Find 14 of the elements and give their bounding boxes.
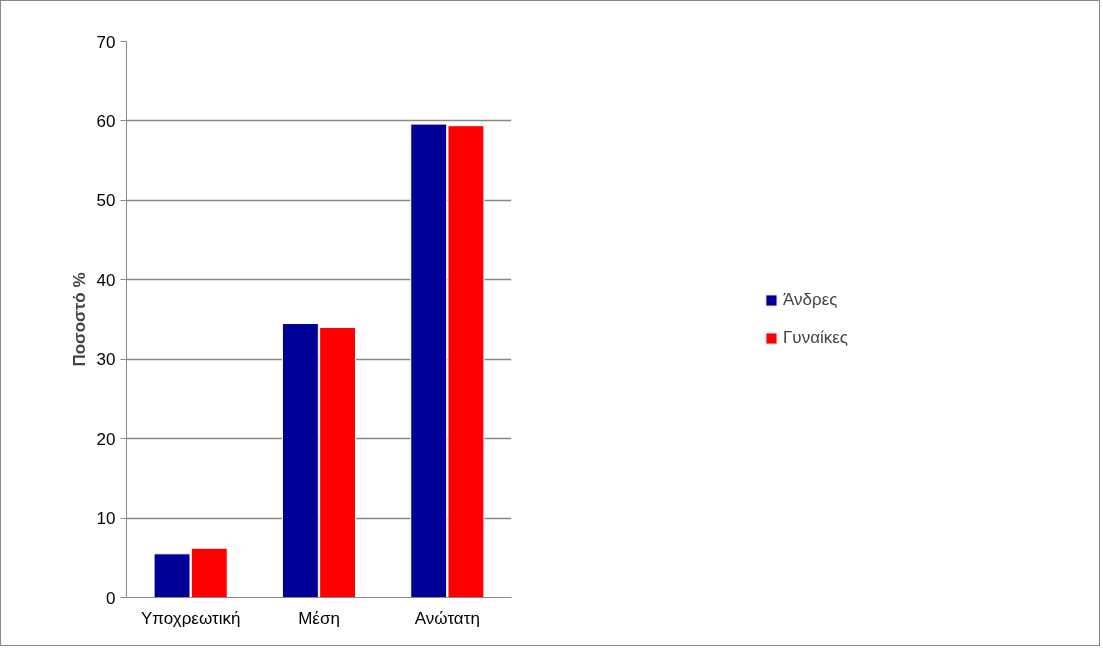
y-tick-label: 10 <box>96 509 116 529</box>
legend-label: Γυναίκες <box>782 328 849 348</box>
y-tick-label: 20 <box>96 429 116 449</box>
y-tick-label: 50 <box>96 191 116 211</box>
y-axis-title: Ποσοστό % <box>69 272 89 367</box>
x-tick-label: Μέση <box>298 608 340 628</box>
y-tick-label: 0 <box>106 588 116 608</box>
legend-label: Άνδρες <box>782 290 838 310</box>
y-tick-label: 40 <box>96 270 116 290</box>
x-tick-label: Υποχρεωτική <box>140 608 241 628</box>
y-tick-label: 60 <box>96 111 116 131</box>
y-tick-label: 30 <box>96 350 116 370</box>
x-tick-label: Ανώτατη <box>414 608 480 628</box>
y-tick-label: 70 <box>96 32 116 52</box>
